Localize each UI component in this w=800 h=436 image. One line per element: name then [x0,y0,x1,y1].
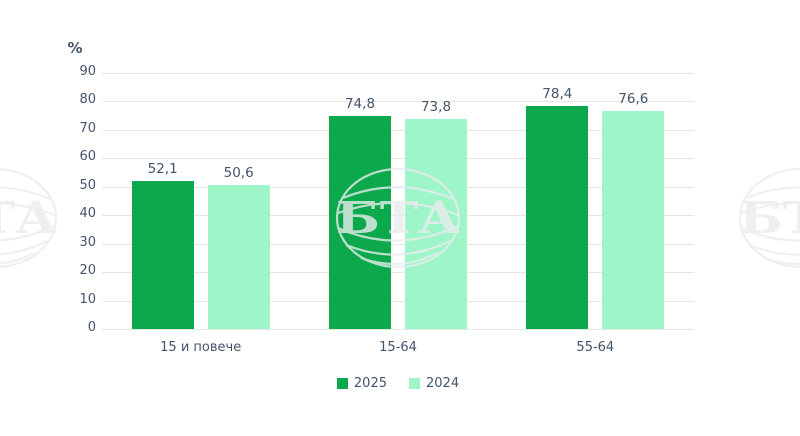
y-tick-label: 30 [79,234,96,250]
y-tick-label: 80 [79,92,96,108]
bar-value-label: 74,8 [344,96,376,113]
y-tick-label: 0 [87,320,96,335]
gridline [102,101,694,103]
gridline [102,129,694,131]
y-tick-label: 10 [79,291,96,307]
bar-2025 [329,116,391,329]
bta-watermark-right [737,167,800,269]
bar-value-label: 50,6 [223,165,254,182]
bar-value-label: 73,8 [420,99,452,116]
bar-value-label: 52,1 [147,160,178,177]
gridline [102,300,694,302]
bar-value-label: 78,4 [542,86,573,102]
gridline [102,272,694,274]
x-axis-label: 15 и повече [160,340,242,355]
bta-watermark-left [0,167,59,269]
legend-item-2024: 2024 [409,376,459,391]
legend: 2025 2024 [102,376,694,391]
legend-swatch-2024 [409,378,420,389]
gridline [102,73,694,74]
gridline [102,158,694,160]
bar-2025 [131,180,194,329]
bar-2025 [526,106,589,329]
x-axis-label: 15-64 [379,340,417,355]
legend-label: 2025 [353,376,387,391]
y-tick-label: 50 [79,177,96,193]
y-tick-label: 40 [79,206,96,222]
plot-area: 52,1 50,6 74,8 73,8 78,4 76,6 [102,73,694,330]
y-tick-label: 90 [79,64,96,79]
y-tick-label: 20 [79,263,96,279]
legend-item-2025: 2025 [336,376,387,391]
bar-2024 [405,119,467,329]
legend-label: 2024 [426,376,460,391]
gridline [102,329,694,330]
x-axis-label: 55-64 [576,340,615,355]
bar-value-label: 76,6 [618,91,649,108]
y-tick-label: 70 [79,120,96,136]
y-tick-label: 60 [79,149,96,165]
bar-2024 [602,111,665,329]
y-axis-unit-label: % [67,39,83,57]
bar-2024 [207,185,270,329]
legend-swatch-2025 [336,378,348,389]
